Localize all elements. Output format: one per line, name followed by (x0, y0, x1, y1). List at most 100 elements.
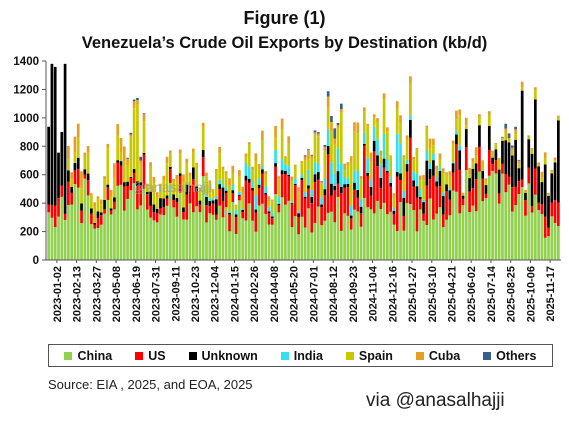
bar-segment-unknown (122, 182, 126, 187)
bar-segment-india (438, 167, 442, 171)
bar-segment-unknown (504, 140, 508, 174)
bar-segment-china (481, 201, 485, 260)
bar-segment-unknown (152, 204, 156, 212)
bar-segment-india (389, 177, 392, 183)
bar-segment-india (346, 177, 350, 184)
bar-segment-unknown (60, 131, 64, 186)
bar-segment-unknown (487, 125, 491, 150)
bar-segment-us (175, 201, 179, 217)
bar-segment-others (510, 145, 514, 148)
bar-segment-spain (109, 196, 113, 209)
bar-segment-spain (155, 196, 159, 209)
bar-segment-cuba (90, 193, 93, 195)
bar-segment-spain (504, 132, 508, 141)
bar-segment-unknown (356, 190, 360, 198)
bar-segment-us (264, 194, 268, 214)
bar-segment-china (441, 227, 445, 260)
bar-segment-unknown (553, 162, 557, 201)
y-tick-label: 800 (20, 141, 39, 153)
bar-segment-cuba (99, 199, 103, 205)
bar-segment-us (267, 213, 271, 225)
bar-segment-china (63, 219, 67, 260)
legend-label: US (148, 348, 166, 363)
bar-segment-cuba (228, 178, 231, 186)
bar-segment-china (372, 213, 376, 260)
bar-segment-us (537, 202, 540, 211)
bar-segment-spain (533, 90, 537, 100)
bar-segment-cuba (293, 164, 297, 167)
bar-segment-us (53, 205, 57, 227)
bar-segment-us (224, 192, 228, 208)
bar-segment-us (90, 213, 93, 225)
bar-segment-china (228, 231, 231, 260)
bar-segment-us (165, 198, 169, 206)
bar-segment-china (339, 230, 343, 260)
bar-segment-others (326, 91, 330, 97)
bar-segment-spain (455, 119, 458, 131)
bar-segment-others (507, 133, 511, 139)
bar-segment-cuba (369, 152, 373, 162)
bar-segment-unknown (159, 198, 162, 209)
bar-segment-china (428, 198, 432, 260)
bar-segment-us (339, 193, 343, 231)
bar-segment-unknown (136, 181, 139, 187)
bar-segment-india (231, 185, 235, 191)
bar-segment-china (60, 196, 64, 260)
bar-segment-india (297, 210, 300, 214)
bar-segment-china (251, 220, 254, 260)
bar-segment-us (415, 197, 419, 232)
bar-segment-india (241, 208, 245, 210)
bar-segment-unknown (211, 200, 215, 204)
bar-segment-cuba (175, 175, 179, 180)
bar-segment-us (132, 172, 136, 184)
bar-segment-unknown (145, 191, 149, 195)
bar-segment-china (205, 222, 208, 260)
bar-segment-china (261, 203, 264, 260)
bar-segment-china (257, 205, 261, 260)
bar-segment-china (346, 215, 350, 260)
bar-segment-cuba (201, 122, 205, 127)
legend-item-cuba: Cuba (415, 349, 460, 363)
bar-segment-us (106, 187, 110, 200)
bar-segment-cuba (395, 101, 399, 109)
bar-segment-china (165, 205, 169, 260)
bar-segment-china (119, 184, 123, 260)
bar-segment-china (254, 231, 258, 260)
bar-segment-china (504, 192, 508, 260)
bar-segment-spain (468, 174, 471, 179)
bar-segment-unknown (185, 184, 189, 195)
bar-segment-unknown (540, 182, 544, 205)
bar-segment-unknown (432, 160, 435, 176)
bar-segment-spain (481, 161, 485, 171)
bar-segment-us (257, 188, 261, 206)
bar-segment-us (201, 157, 205, 177)
bar-segment-us (155, 213, 159, 223)
bar-segment-china (277, 212, 281, 260)
bar-segment-china (362, 197, 366, 260)
bar-segment-unknown (261, 169, 264, 174)
bar-segment-unknown (471, 168, 475, 189)
bar-segment-spain (438, 159, 442, 168)
bar-segment-unknown (402, 197, 406, 216)
credit-text: via @anasalhajji (366, 390, 505, 411)
bar-segment-us (514, 186, 517, 206)
bar-segment-spain (165, 163, 169, 196)
bar-segment-india (251, 181, 254, 188)
bar-segment-cuba (445, 172, 448, 174)
bar-segment-india (224, 187, 228, 191)
bar-segment-cuba (172, 178, 175, 182)
legend-swatch (415, 351, 424, 360)
bar-segment-unknown (320, 204, 323, 208)
bar-segment-us (382, 167, 386, 203)
bar-segment-india (379, 164, 383, 178)
bar-segment-cuba (185, 158, 189, 164)
bar-segment-us (524, 200, 527, 216)
bar-segment-cuba (122, 146, 126, 162)
bar-segment-cuba (316, 133, 320, 137)
bar-segment-cuba (543, 152, 547, 159)
bar-segment-cuba (557, 115, 560, 118)
bar-segment-india (376, 139, 379, 156)
bar-segment-india (399, 143, 402, 174)
bar-segment-unknown (343, 184, 346, 188)
bar-segment-unknown (533, 99, 537, 169)
